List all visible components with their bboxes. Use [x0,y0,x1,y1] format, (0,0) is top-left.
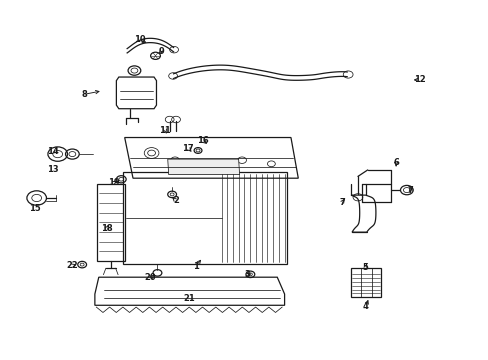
Text: 8: 8 [81,90,87,99]
Text: 17: 17 [182,144,194,153]
Text: 11: 11 [159,126,171,135]
Text: 7: 7 [407,186,413,194]
Text: 3: 3 [244,270,249,279]
Text: 22: 22 [66,261,78,270]
Text: 6: 6 [392,158,398,167]
Text: 5: 5 [362,263,368,271]
Text: 13: 13 [47,165,59,174]
Text: 2: 2 [173,197,179,205]
Text: 1: 1 [192,262,198,271]
Text: 19: 19 [107,178,119,187]
Text: 12: 12 [413,76,425,85]
Bar [97,184,124,261]
Text: 9: 9 [158,46,164,55]
Polygon shape [167,159,239,175]
Text: 21: 21 [183,294,195,302]
Text: 4: 4 [362,302,368,311]
Text: 16: 16 [197,136,208,145]
Text: 14: 14 [47,148,59,156]
Text: 15: 15 [29,204,41,212]
Text: 18: 18 [101,224,112,233]
Text: 10: 10 [133,35,145,44]
Text: 20: 20 [144,274,156,282]
Bar [123,172,286,264]
Text: 7: 7 [339,198,345,207]
Bar [350,268,381,297]
